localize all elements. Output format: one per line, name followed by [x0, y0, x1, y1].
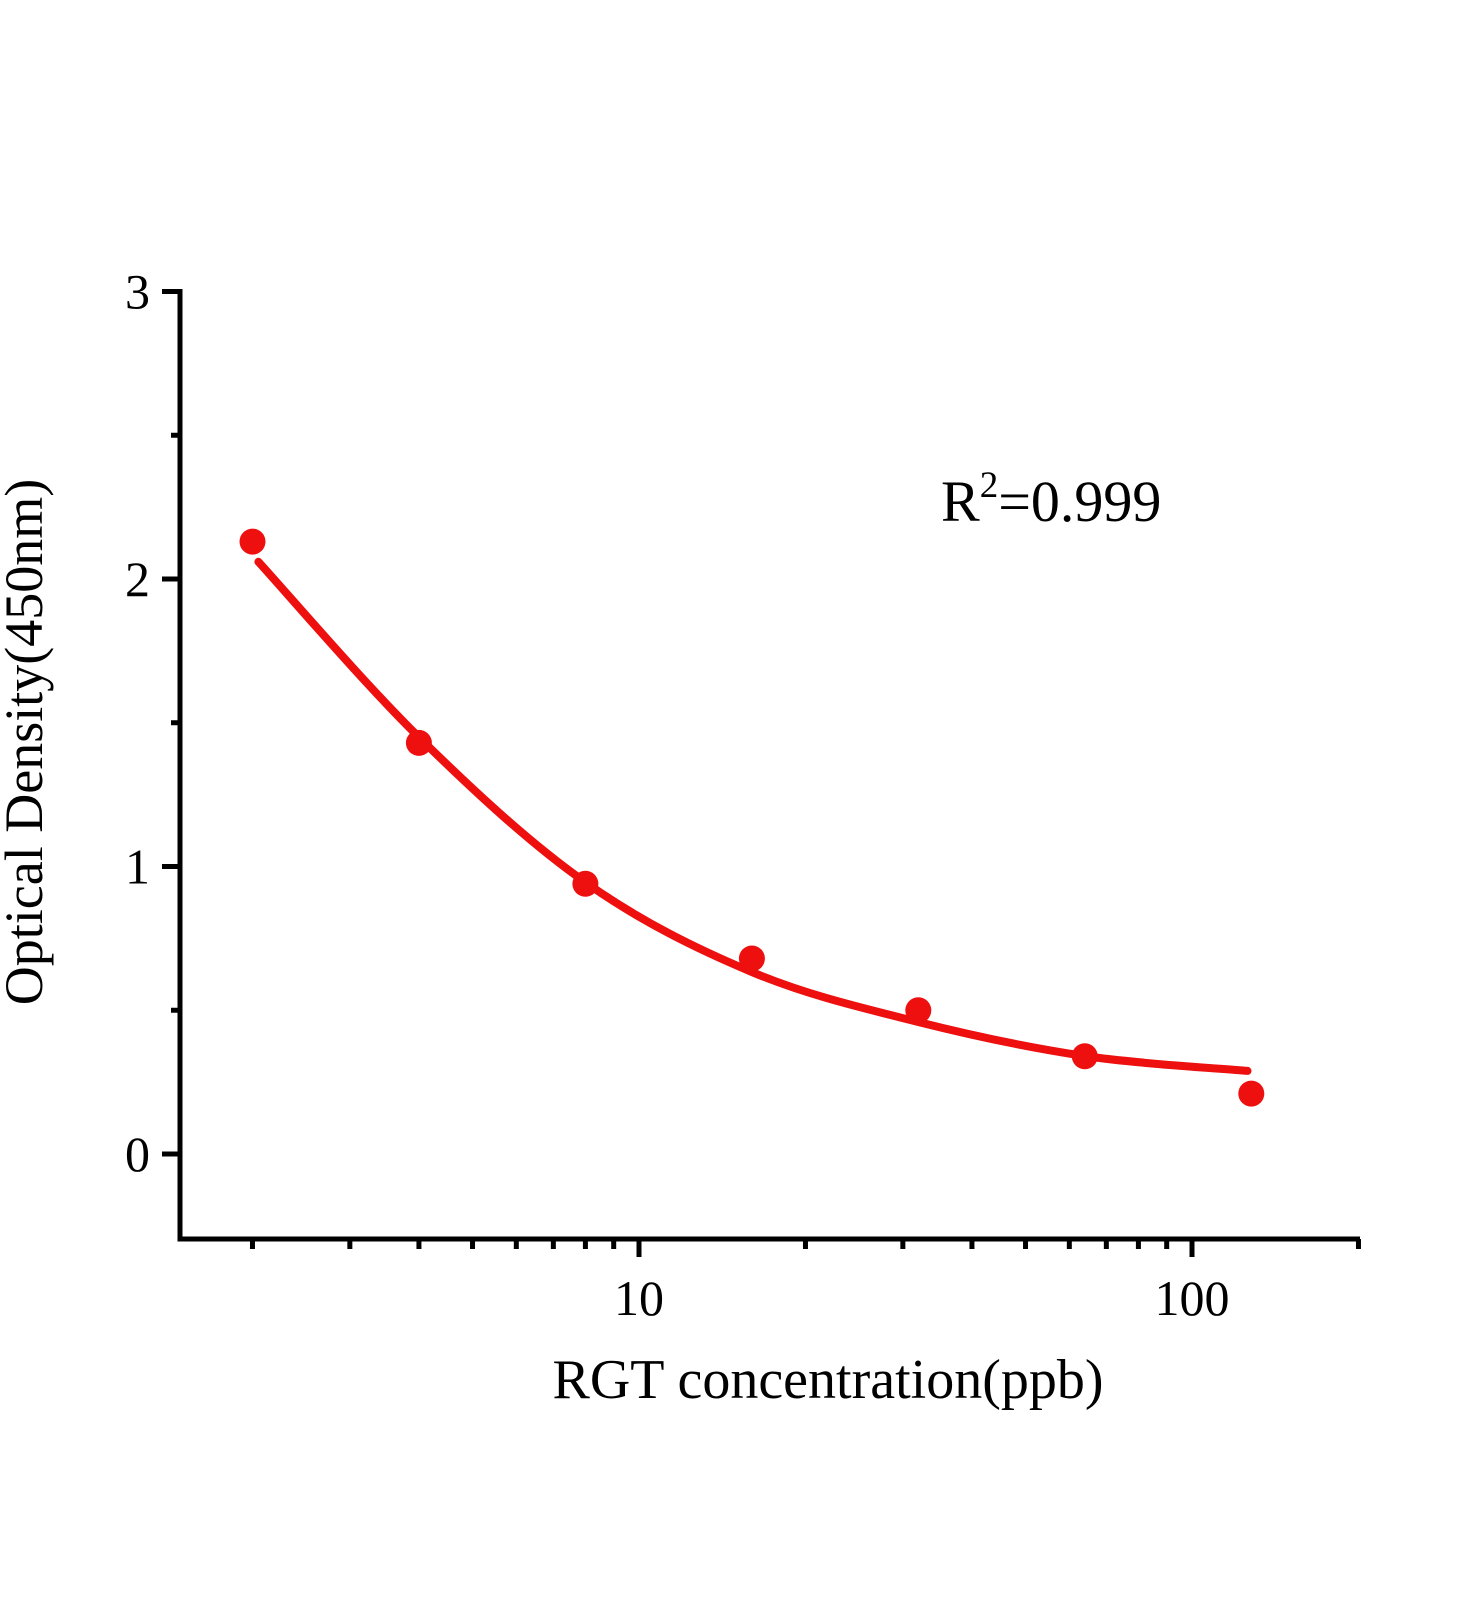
data-points — [239, 528, 1265, 1107]
y-axis-title: Optical Density(450nm) — [0, 479, 54, 1005]
r-squared-rest: =0.999 — [998, 469, 1161, 534]
x-axis-title: RGT concentration(ppb) — [552, 1349, 1103, 1411]
r-squared-annotation: R2=0.999 — [941, 465, 1161, 534]
data-point — [1238, 1080, 1265, 1107]
y-axis-ticks — [162, 289, 180, 1157]
data-point — [239, 528, 266, 555]
data-point — [405, 729, 432, 756]
x-tick-label-100: 100 — [1155, 1270, 1230, 1326]
data-point — [738, 945, 765, 972]
y-tick-label-1: 1 — [125, 839, 150, 895]
fit-curve — [254, 557, 1252, 1075]
y-tick-label-3: 3 — [125, 264, 150, 320]
data-point — [572, 870, 599, 897]
r-squared-base: R — [941, 469, 980, 534]
data-point — [1071, 1043, 1098, 1070]
x-tick-label-10: 10 — [614, 1270, 664, 1326]
r-squared-sup: 2 — [980, 465, 999, 506]
y-tick-label-0: 0 — [125, 1126, 150, 1182]
data-point — [905, 997, 932, 1024]
y-tick-label-2: 2 — [125, 551, 150, 607]
x-axis-ticks — [249, 1239, 1361, 1257]
